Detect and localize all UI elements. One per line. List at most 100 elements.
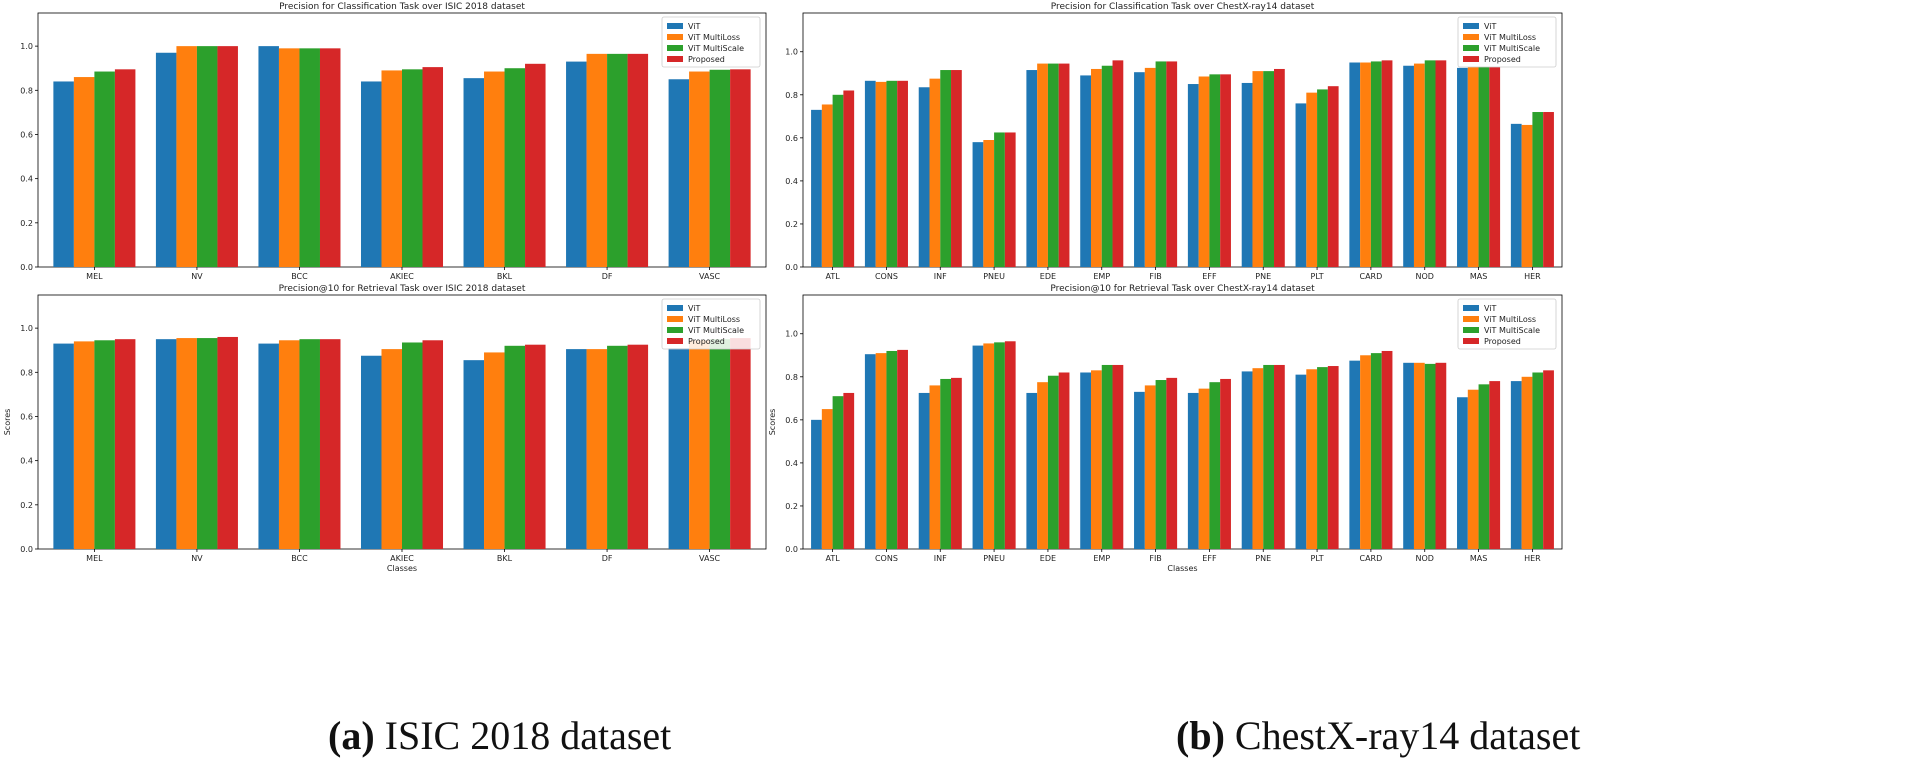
bar-mas-vit-multiloss: [1467, 389, 1479, 549]
legend-swatch: [667, 316, 683, 322]
x-tick-label: CONS: [875, 272, 898, 281]
bar-ede-proposed: [1058, 372, 1070, 549]
bar-mas-vit: [1457, 397, 1468, 549]
legend-box: [661, 16, 761, 68]
bar-fib-proposed: [1166, 377, 1178, 549]
bar-plt-vit-multiscale: [1317, 367, 1328, 549]
chart-title: Precision for Classification Task over I…: [279, 2, 525, 12]
bar-emp-vit-multiloss: [1090, 68, 1102, 268]
bar-emp-vit: [1080, 75, 1091, 267]
bar-mel-proposed: [114, 69, 136, 267]
x-tick-label: INF: [934, 554, 947, 563]
chart-title: Precision for Classification Task over C…: [1051, 2, 1315, 12]
bar-nv-vit-multiscale: [196, 46, 218, 268]
x-tick-label: ATL: [826, 272, 841, 281]
legend-label: Proposed: [1484, 337, 1521, 346]
bar-card-vit-multiscale: [1370, 61, 1382, 267]
bar-nv-proposed: [217, 336, 238, 549]
bar-bcc-vit-multiloss: [278, 340, 300, 549]
bar-emp-vit-multiscale: [1101, 65, 1113, 267]
y-tick-label: 0.4: [20, 457, 33, 466]
bar-pneu-vit-multiloss: [983, 343, 995, 549]
bar-nod-vit-multiscale: [1424, 60, 1436, 268]
bar-fib-proposed: [1166, 61, 1178, 267]
bar-df-proposed: [627, 53, 649, 267]
legend-swatch: [667, 23, 683, 29]
x-tick-label: MAS: [1470, 554, 1487, 563]
bar-bcc-vit-multiscale: [299, 339, 320, 549]
bar-bkl-vit-multiscale: [504, 345, 526, 549]
bar-her-vit-multiscale: [1532, 112, 1544, 267]
bar-inf-proposed: [951, 377, 962, 549]
legend-swatch: [1463, 338, 1479, 344]
bar-her-vit-multiscale: [1532, 372, 1544, 549]
bar-bkl-vit-multiloss: [484, 71, 505, 268]
bar-mas-proposed: [1489, 381, 1501, 549]
bar-card-vit-multiscale: [1370, 353, 1382, 549]
bar-plt-vit: [1295, 103, 1307, 268]
legend-swatch: [667, 34, 683, 40]
x-tick-label: PNEU: [983, 272, 1005, 281]
bar-nv-vit-multiloss: [176, 46, 197, 268]
caption-isic: (a) ISIC 2018 dataset: [328, 712, 671, 759]
chart-1: Precision for Classification Task over I…: [20, 2, 767, 281]
bar-akiec-proposed: [422, 340, 444, 549]
bar-vasc-vit-multiloss: [689, 71, 710, 268]
bar-cons-vit-multiloss: [875, 353, 887, 549]
bar-mel-vit-multiloss: [73, 341, 95, 549]
bar-mel-vit: [53, 343, 74, 549]
bar-ede-vit-multiscale: [1047, 375, 1059, 549]
bar-card-vit-multiloss: [1360, 355, 1371, 549]
x-tick-label: VASC: [699, 554, 721, 563]
bar-vasc-vit-multiscale: [709, 69, 731, 267]
x-tick-label: CONS: [875, 554, 898, 563]
x-tick-label: NOD: [1416, 554, 1434, 563]
bar-atl-vit: [811, 419, 822, 549]
bar-fib-vit: [1134, 391, 1145, 549]
y-axis-label: Scores: [768, 409, 777, 436]
x-tick-label: CARD: [1360, 272, 1383, 281]
bar-df-vit-multiloss: [586, 349, 608, 549]
x-tick-label: PLT: [1311, 272, 1324, 281]
x-tick-label: BCC: [291, 554, 308, 563]
y-tick-label: 0.0: [20, 263, 33, 272]
bar-bcc-vit: [258, 343, 279, 549]
x-tick-label: NV: [191, 554, 203, 563]
bar-plt-vit-multiloss: [1306, 369, 1318, 549]
bar-bkl-proposed: [525, 344, 546, 549]
x-tick-label: FIB: [1149, 272, 1161, 281]
legend-swatch: [1463, 305, 1479, 311]
x-axis-label: Classes: [1167, 564, 1197, 573]
y-tick-label: 0.2: [20, 501, 33, 510]
x-tick-label: VASC: [699, 272, 721, 281]
x-tick-label: PNE: [1255, 554, 1271, 563]
y-tick-label: 0.0: [785, 263, 798, 272]
caption-chestxray-text: ChestX-ray14 dataset: [1224, 713, 1581, 758]
legend-swatch: [667, 327, 683, 333]
bar-mas-vit-multiloss: [1467, 66, 1479, 267]
bar-vasc-vit: [668, 79, 690, 268]
y-tick-label: 0.8: [20, 86, 33, 95]
bar-pneu-proposed: [1004, 341, 1016, 549]
legend-label: ViT MultiScale: [688, 326, 744, 335]
x-tick-label: PNE: [1255, 272, 1271, 281]
legend-box: [1457, 16, 1557, 68]
legend-swatch: [1463, 34, 1479, 40]
x-tick-label: NOD: [1416, 272, 1434, 281]
x-tick-label: BCC: [291, 272, 308, 281]
bar-inf-vit-multiloss: [929, 78, 941, 267]
x-tick-label: FIB: [1149, 554, 1161, 563]
bar-nod-vit-multiloss: [1413, 63, 1425, 267]
bar-mel-proposed: [114, 339, 136, 549]
legend-swatch: [1463, 23, 1479, 29]
bar-plt-proposed: [1327, 366, 1339, 549]
bar-akiec-vit-multiscale: [402, 69, 423, 267]
bar-vasc-vit-multiloss: [689, 340, 710, 549]
x-tick-label: EDE: [1040, 554, 1056, 563]
bar-fib-vit-multiloss: [1144, 385, 1156, 549]
bar-akiec-proposed: [422, 67, 444, 268]
bar-cons-vit: [864, 354, 876, 549]
bar-nv-vit-multiscale: [196, 338, 218, 549]
x-tick-label: PNEU: [983, 554, 1005, 563]
legend-label: ViT MultiScale: [688, 44, 744, 53]
